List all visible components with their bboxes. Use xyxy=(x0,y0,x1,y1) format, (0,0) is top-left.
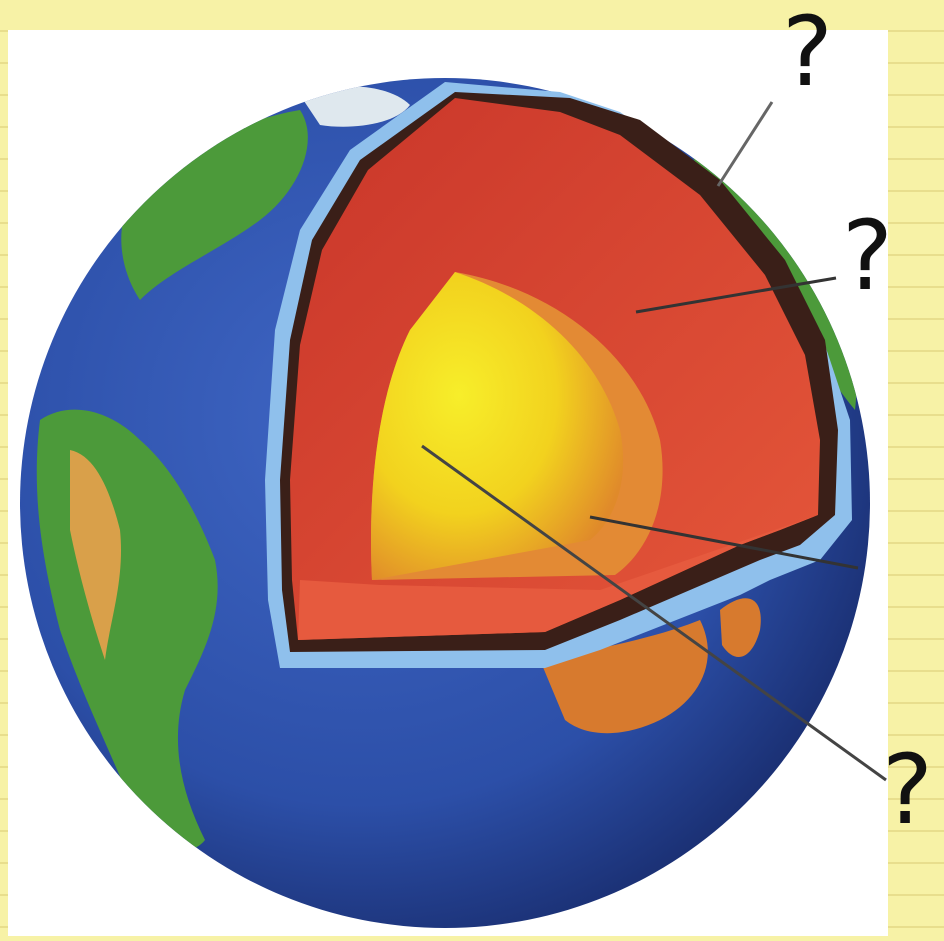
label-core: ? xyxy=(882,734,933,846)
label-mantle: ? xyxy=(842,200,893,312)
andes-highlands xyxy=(70,450,122,660)
pointer-line-mantle xyxy=(635,276,837,314)
pointer-line-crust xyxy=(716,101,774,187)
madagascar xyxy=(720,598,761,657)
inner-core xyxy=(370,272,624,580)
label-crust: ? xyxy=(782,0,833,108)
continent-north-america xyxy=(121,110,308,300)
pointer-line-inner-core xyxy=(421,444,887,782)
mantle-cut-face xyxy=(298,515,818,640)
pointer-line-outer-core xyxy=(589,515,859,570)
greenland xyxy=(300,86,410,127)
continent-africa xyxy=(540,620,708,734)
